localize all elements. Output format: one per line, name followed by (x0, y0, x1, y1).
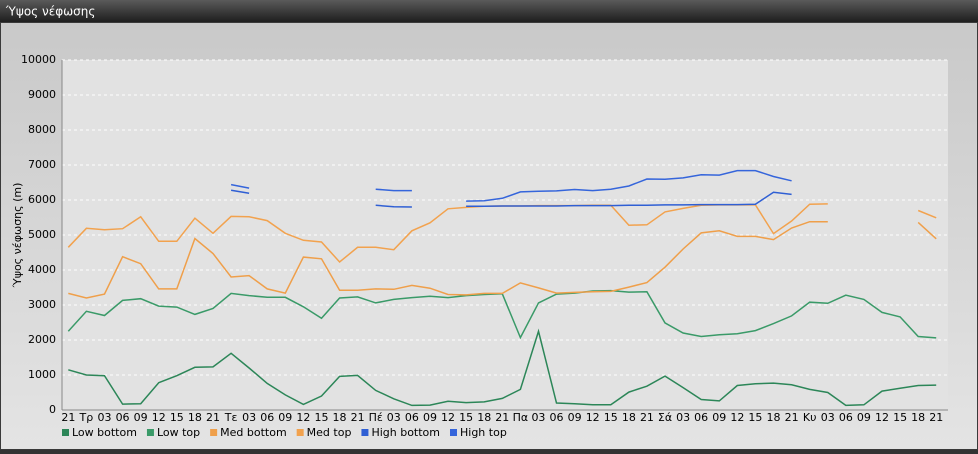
x-tick-label: 03 (387, 411, 401, 424)
legend-swatch (62, 429, 69, 436)
x-tick-label: 03 (531, 411, 545, 424)
x-tick-label: 21 (929, 411, 943, 424)
x-tick-label: 12 (730, 411, 744, 424)
legend-swatch (450, 429, 457, 436)
y-tick-label: 3000 (28, 298, 56, 311)
title-bar (0, 0, 978, 22)
y-tick-label: 0 (49, 403, 56, 416)
x-tick-label: 18 (622, 411, 636, 424)
x-tick-label: 15 (748, 411, 762, 424)
series-line (230, 189, 792, 208)
x-tick-label: 09 (134, 411, 148, 424)
x-tick-label: 18 (767, 411, 781, 424)
x-tick-label: 15 (893, 411, 907, 424)
x-tick-label: 06 (260, 411, 274, 424)
x-tick-label: Πέ (369, 411, 383, 424)
x-tick-label: 03 (242, 411, 256, 424)
x-tick-label: 06 (116, 411, 130, 424)
x-tick-label: Κυ (803, 411, 817, 424)
x-tick-label: 06 (839, 411, 853, 424)
y-tick-label: 6000 (28, 193, 56, 206)
legend-swatch (361, 429, 369, 436)
legend-label: High top (460, 426, 507, 439)
legend-label: Low top (157, 426, 200, 439)
x-tick-label: 21 (351, 411, 365, 424)
series-line (68, 220, 937, 299)
y-tick-label: 7000 (28, 158, 56, 171)
x-tick-label: 12 (586, 411, 600, 424)
x-tick-label: Τρ (79, 411, 94, 424)
x-tick-label: 06 (405, 411, 419, 424)
x-tick-label: 15 (170, 411, 184, 424)
x-tick-label: 12 (296, 411, 310, 424)
x-tick-label: 09 (857, 411, 871, 424)
x-tick-label: Τε (224, 411, 238, 424)
x-tick-label: 21 (61, 411, 75, 424)
x-tick-label: 09 (278, 411, 292, 424)
y-tick-label: 5000 (28, 228, 56, 241)
legend-swatch (296, 429, 304, 436)
y-tick-label: 8000 (28, 123, 56, 136)
x-tick-label: 12 (875, 411, 889, 424)
x-tick-label: 09 (712, 411, 726, 424)
x-tick-label: 03 (821, 411, 835, 424)
x-tick-label: 12 (441, 411, 455, 424)
x-tick-label: 03 (676, 411, 690, 424)
x-tick-label: Σά (658, 411, 672, 424)
legend-label: Med top (307, 426, 352, 439)
x-tick-label: 15 (459, 411, 473, 424)
x-tick-label: 18 (188, 411, 202, 424)
y-tick-label: 1000 (28, 368, 56, 381)
y-tick-label: 10000 (21, 53, 56, 66)
y-tick-label: 2000 (28, 333, 56, 346)
series-line (230, 169, 792, 202)
legend-swatch (146, 429, 154, 436)
x-tick-label: 18 (911, 411, 925, 424)
x-tick-label: 06 (694, 411, 708, 424)
series-line (68, 328, 937, 407)
legend-label: Low bottom (72, 426, 137, 439)
y-tick-label: 4000 (28, 263, 56, 276)
x-tick-label: 03 (97, 411, 111, 424)
x-tick-label: 15 (314, 411, 328, 424)
chart-title: Ύψος νέφωσης (5, 5, 95, 19)
x-tick-label: 21 (495, 411, 509, 424)
y-axis-label: Ύψος νέφωσης (m) (11, 183, 24, 289)
x-tick-label: 09 (423, 411, 437, 424)
x-tick-label: 18 (333, 411, 347, 424)
x-tick-label: 21 (640, 411, 654, 424)
x-tick-label: 21 (206, 411, 220, 424)
legend-swatch (210, 429, 218, 436)
x-tick-label: 18 (477, 411, 491, 424)
x-tick-label: 09 (568, 411, 582, 424)
x-tick-label: 12 (152, 411, 166, 424)
x-tick-label: Πα (513, 411, 529, 424)
x-tick-label: 15 (604, 411, 618, 424)
legend-label: Med bottom (220, 426, 287, 439)
x-tick-label: 06 (550, 411, 564, 424)
y-tick-label: 9000 (28, 88, 56, 101)
legend-label: High bottom (371, 426, 440, 439)
x-tick-label: 21 (785, 411, 799, 424)
